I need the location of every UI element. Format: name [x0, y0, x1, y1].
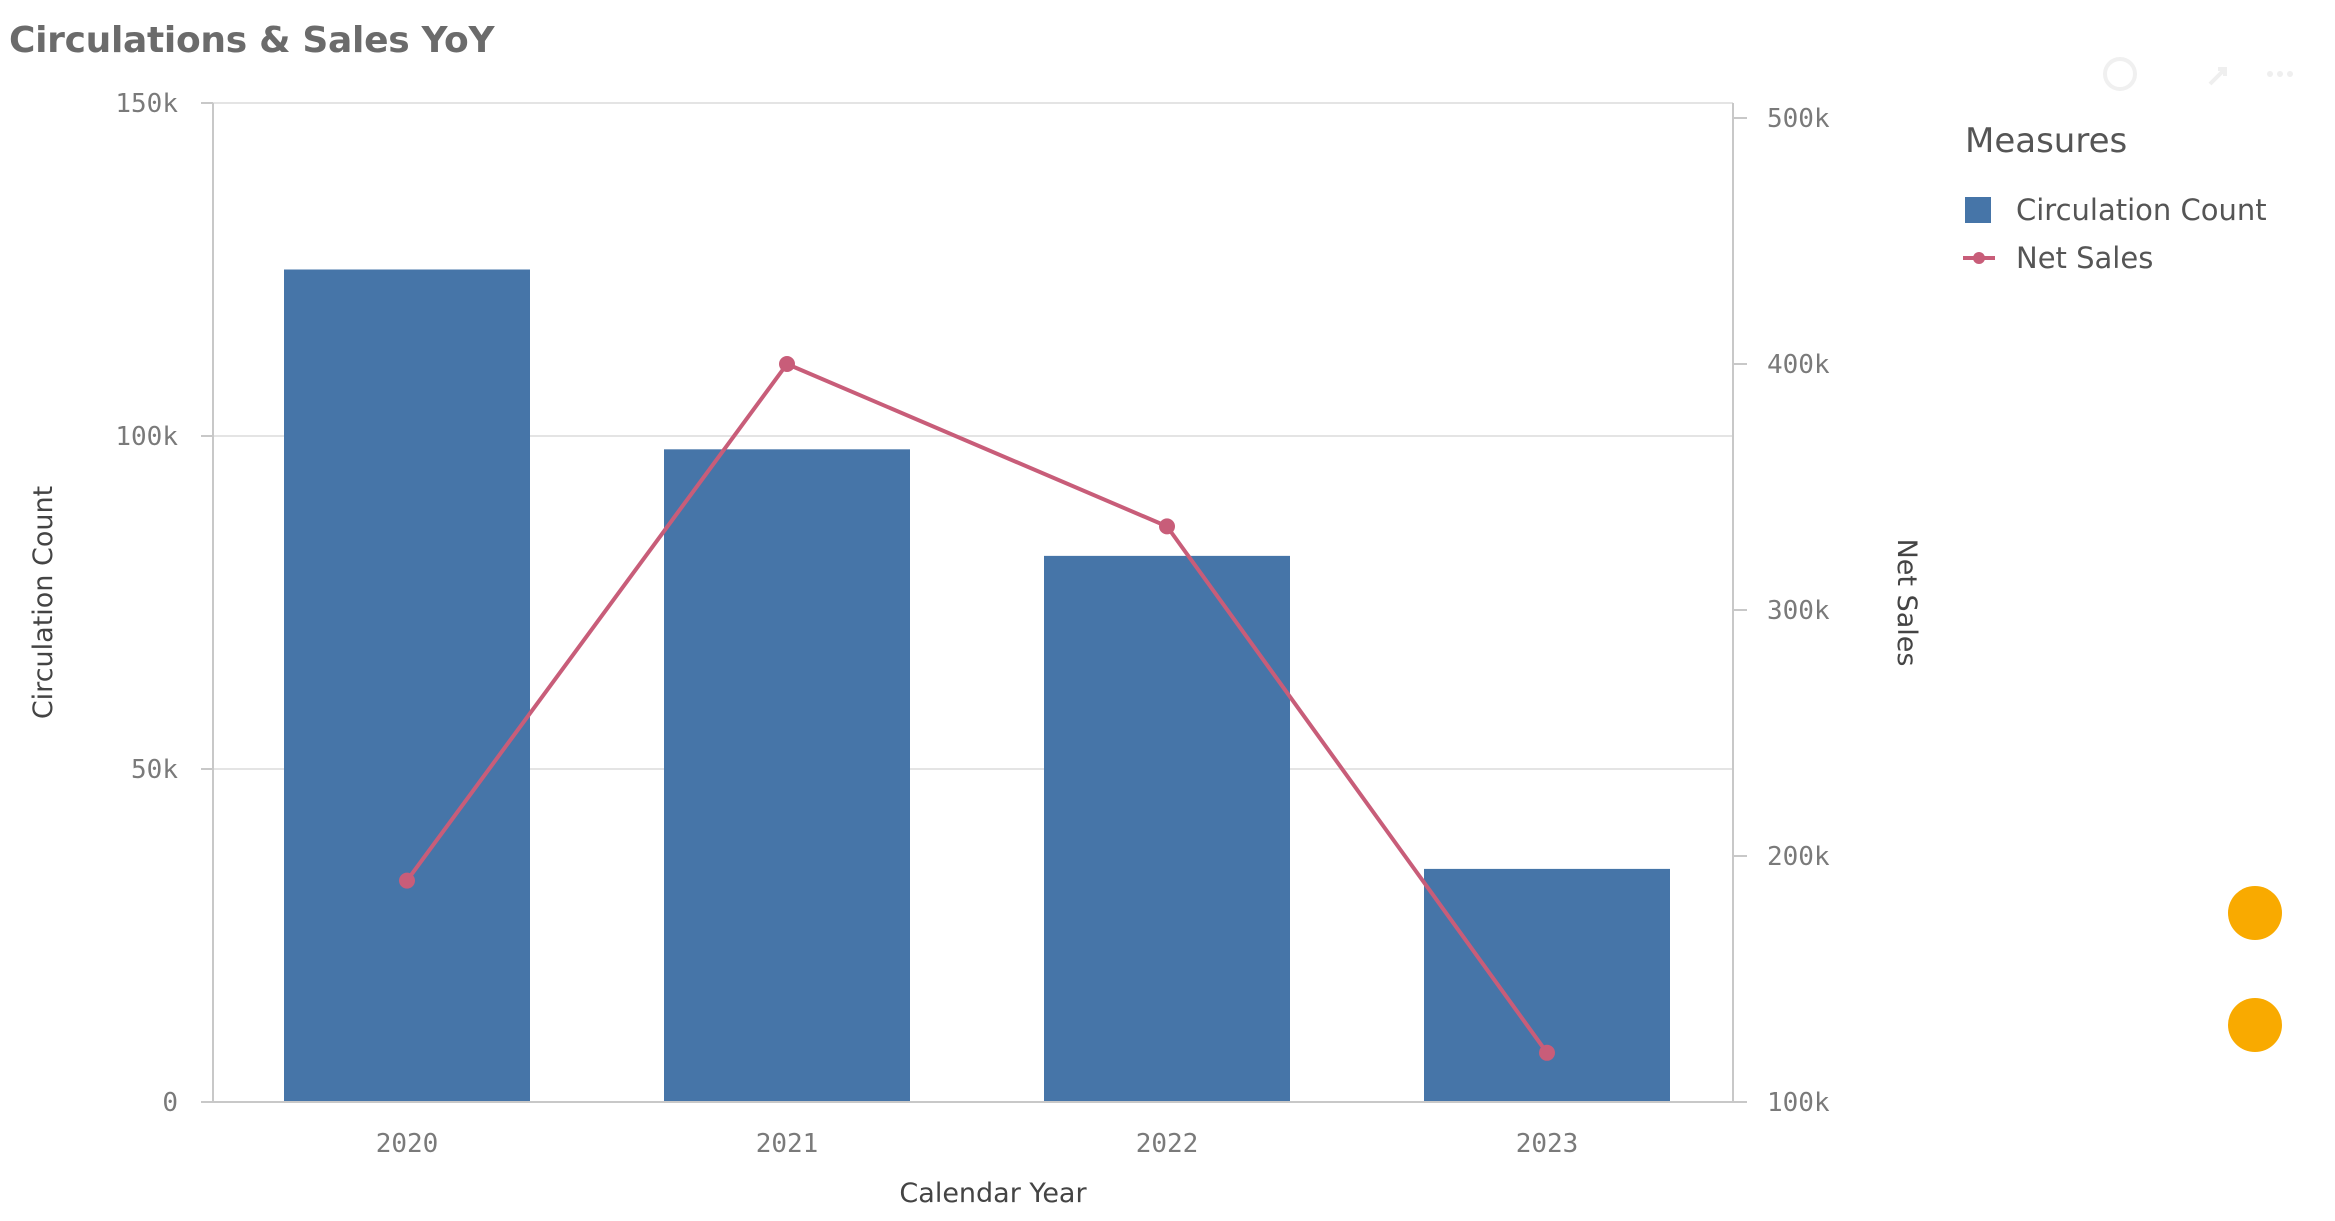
- y-tick-label: 50k: [131, 755, 178, 785]
- y-tick-label: 100k: [115, 422, 178, 452]
- bar-circulation-count[interactable]: [1044, 555, 1290, 1102]
- marker-dot[interactable]: [2228, 998, 2282, 1052]
- y-axis-title: Circulation Count: [28, 486, 59, 719]
- y-tick-label: 0: [162, 1088, 178, 1118]
- legend-title: Measures: [1965, 121, 2127, 161]
- y2-tick-label: 300k: [1767, 596, 1830, 626]
- axis-layer: 0 50k 100k 150k 100k 200k 300k 400k 500k 2020 2021…: [28, 89, 1922, 1209]
- zoom-icon[interactable]: [2103, 57, 2137, 91]
- bar-circulation-count[interactable]: [1424, 868, 1670, 1102]
- side-markers: [2228, 886, 2282, 1052]
- chart-title: Circulations & Sales YoY: [9, 20, 495, 61]
- legend-label[interactable]: Net Sales: [2016, 241, 2153, 275]
- x-axis-title: Calendar Year: [899, 1178, 1087, 1209]
- y2-tick-label: 100k: [1767, 1088, 1830, 1118]
- point-net-sales[interactable]: [1539, 1044, 1555, 1061]
- y2-tick-label: 400k: [1767, 350, 1830, 380]
- y2-tick-label: 500k: [1767, 104, 1830, 134]
- point-net-sales[interactable]: [399, 872, 415, 889]
- y-tick-label: 150k: [115, 89, 178, 119]
- y2-axis-title: Net Sales: [1891, 539, 1922, 667]
- expand-icon[interactable]: [2208, 67, 2227, 86]
- x-tick-label: 2020: [376, 1129, 439, 1159]
- line-net-sales: [405, 362, 1549, 1054]
- x-tick-label: 2022: [1136, 1129, 1199, 1159]
- bar-circulation-count[interactable]: [284, 269, 530, 1103]
- x-tick-label: 2021: [756, 1129, 819, 1159]
- chart-toolbar: [2060, 44, 2320, 104]
- y2-tick-label: 200k: [1767, 842, 1830, 872]
- marker-dot[interactable]: [2228, 886, 2282, 940]
- x-tick-label: 2023: [1516, 1129, 1579, 1159]
- line-layer: [399, 356, 1555, 1061]
- bar-circulation-count[interactable]: [664, 449, 910, 1102]
- more-icon[interactable]: [2267, 71, 2293, 77]
- legend-swatch-point: [1973, 252, 1985, 264]
- point-net-sales[interactable]: [779, 356, 795, 372]
- legend-label[interactable]: Circulation Count: [2016, 193, 2267, 227]
- legend: Measures Circulation Count Net Sales: [1963, 121, 2267, 275]
- legend-swatch-bar[interactable]: [1965, 197, 1991, 223]
- bars-layer: [284, 269, 1670, 1103]
- point-net-sales[interactable]: [1159, 518, 1175, 535]
